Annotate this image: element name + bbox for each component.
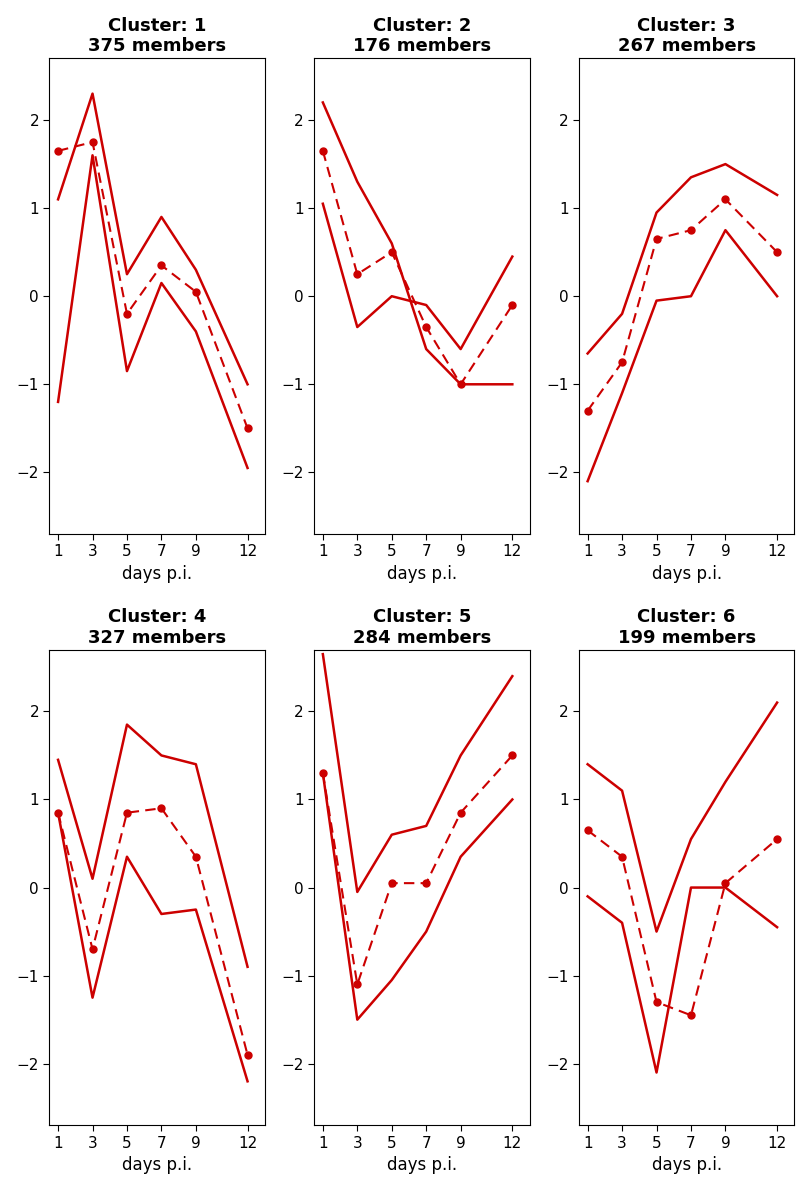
X-axis label: days p.i.: days p.i. — [387, 565, 457, 584]
X-axis label: days p.i.: days p.i. — [122, 565, 192, 584]
Title: Cluster: 1
375 members: Cluster: 1 375 members — [88, 17, 226, 56]
Title: Cluster: 5
284 members: Cluster: 5 284 members — [353, 607, 491, 647]
Title: Cluster: 3
267 members: Cluster: 3 267 members — [618, 17, 756, 56]
X-axis label: days p.i.: days p.i. — [122, 1156, 192, 1174]
X-axis label: days p.i.: days p.i. — [651, 565, 722, 584]
X-axis label: days p.i.: days p.i. — [387, 1156, 457, 1174]
Title: Cluster: 6
199 members: Cluster: 6 199 members — [618, 607, 756, 647]
Title: Cluster: 4
327 members: Cluster: 4 327 members — [88, 607, 226, 647]
X-axis label: days p.i.: days p.i. — [651, 1156, 722, 1174]
Title: Cluster: 2
176 members: Cluster: 2 176 members — [353, 17, 491, 56]
